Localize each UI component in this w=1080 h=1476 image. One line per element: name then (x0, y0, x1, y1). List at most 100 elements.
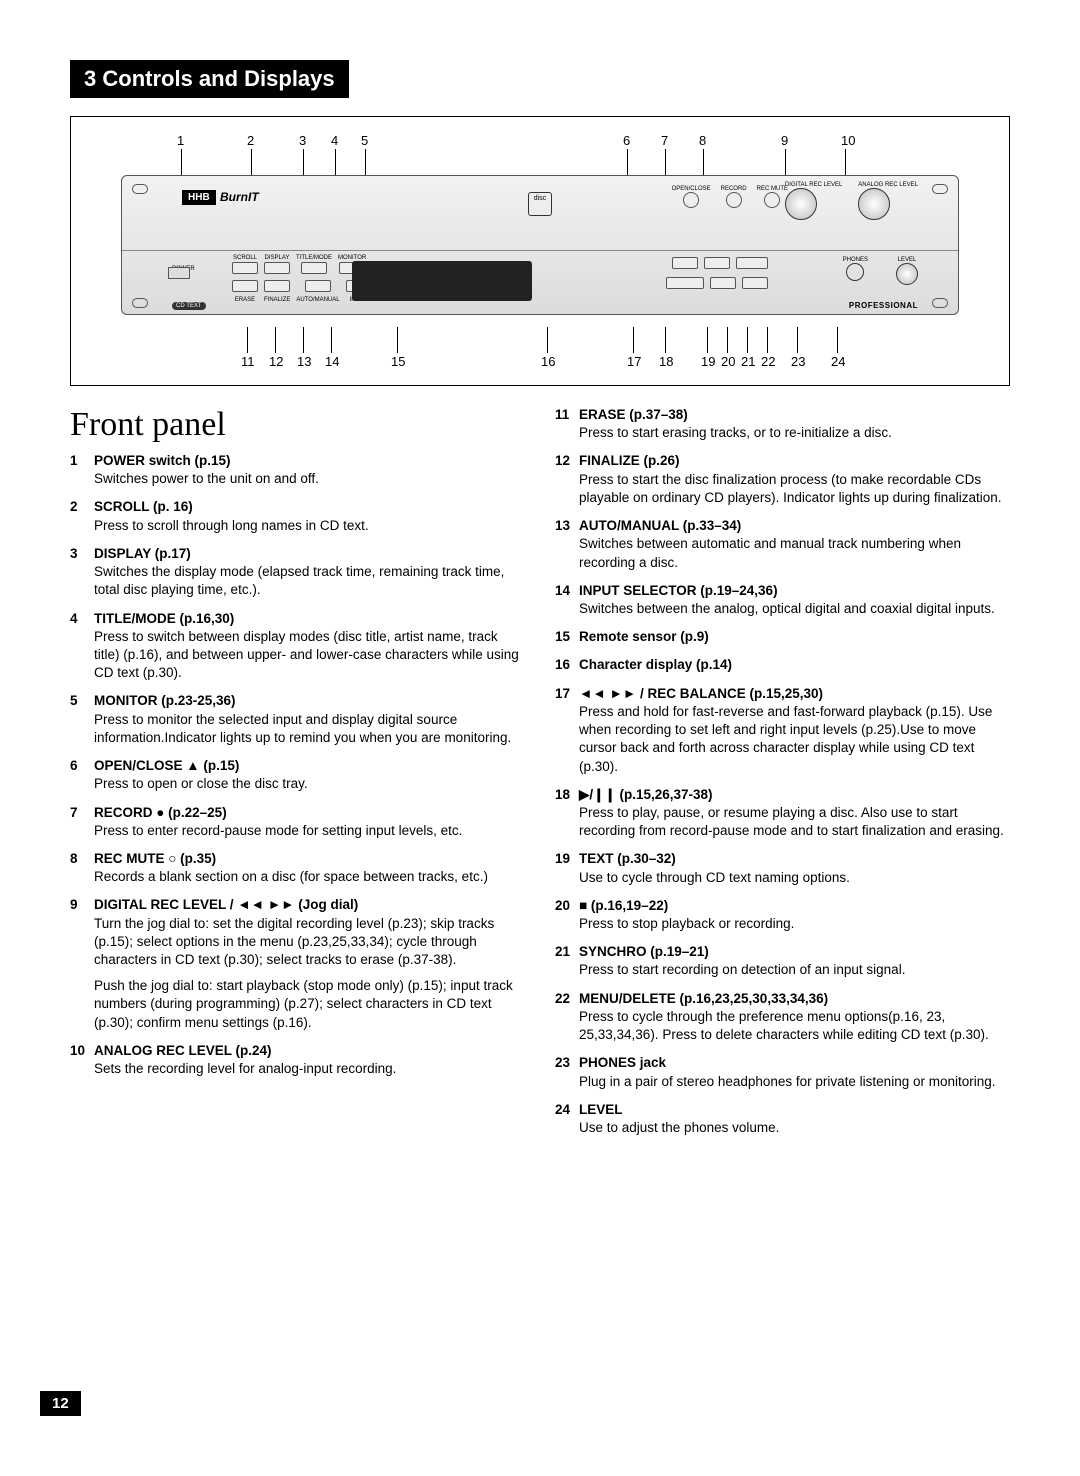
item-desc: Sets the recording level for analog-inpu… (94, 1060, 525, 1078)
item-3: 3DISPLAY (p.17)Switches the display mode… (70, 545, 525, 600)
item-number: 22 (555, 990, 579, 1045)
synchro-button[interactable] (742, 277, 768, 289)
digital-rec-label: DIGITAL REC LEVEL (785, 182, 842, 188)
professional-label: PROFESSIONAL (849, 301, 918, 310)
item-number: 11 (555, 406, 579, 442)
item-desc: Switches between automatic and manual tr… (579, 535, 1010, 571)
callout-9: 9 (781, 133, 788, 148)
item-title: PHONES jack (579, 1055, 666, 1070)
titlemode-button[interactable] (301, 262, 327, 274)
item-title: LEVEL (579, 1102, 623, 1117)
screw-br (932, 298, 948, 308)
item-number: 5 (70, 692, 94, 747)
left-column: Front panel 1POWER switch (p.15)Switches… (70, 406, 525, 1147)
scroll-label: SCROLL (232, 255, 258, 261)
analog-rec-knob[interactable] (858, 188, 890, 220)
item-title: SYNCHRO (p.19–21) (579, 944, 709, 959)
character-display (352, 261, 532, 301)
item-title: MONITOR (p.23-25,36) (94, 693, 236, 708)
erase-label: ERASE (232, 297, 258, 303)
item-desc: Press to start recording on detection of… (579, 961, 1010, 979)
item-number: 23 (555, 1054, 579, 1090)
item-desc: Plug in a pair of stereo headphones for … (579, 1073, 1010, 1091)
item-20: 20■ (p.16,19–22)Press to stop playback o… (555, 897, 1010, 933)
item-number: 10 (70, 1042, 94, 1078)
item-title: REC MUTE ○ (p.35) (94, 851, 216, 866)
finalize-label: FINALIZE (264, 297, 290, 303)
item-desc: Use to adjust the phones volume. (579, 1119, 1010, 1137)
item-title: POWER switch (p.15) (94, 453, 231, 468)
text-button[interactable] (736, 257, 768, 269)
power-switch[interactable] (168, 267, 190, 279)
item-number: 9 (70, 896, 94, 1032)
item-desc: Press to start erasing tracks, or to re-… (579, 424, 1010, 442)
brand-logo: HHB (182, 190, 216, 205)
item-desc: Turn the jog dial to: set the digital re… (94, 915, 525, 970)
item-title: MENU/DELETE (p.16,23,25,30,33,34,36) (579, 991, 828, 1006)
record-button[interactable] (726, 192, 742, 208)
item-number: 6 (70, 757, 94, 793)
page-number-badge: 12 (40, 1391, 81, 1416)
screw-bl (132, 298, 148, 308)
item-title: Character display (p.14) (579, 657, 732, 672)
playpause-button[interactable] (666, 277, 704, 289)
item-desc: Press to switch between display modes (d… (94, 628, 525, 683)
stop-button[interactable] (710, 277, 736, 289)
item-18: 18▶/❙❙ (p.15,26,37-38)Press to play, pau… (555, 786, 1010, 841)
level-knob[interactable] (896, 263, 918, 285)
item-title: RECORD ● (p.22–25) (94, 805, 227, 820)
callout-14: 14 (325, 354, 339, 369)
item-number: 14 (555, 582, 579, 618)
display-button[interactable] (264, 262, 290, 274)
controls-list: Front panel 1POWER switch (p.15)Switches… (70, 406, 1010, 1147)
item-title: ANALOG REC LEVEL (p.24) (94, 1043, 272, 1058)
screw-tl (132, 184, 148, 194)
item-19: 19TEXT (p.30–32)Use to cycle through CD … (555, 850, 1010, 886)
item-6: 6OPEN/CLOSE ▲ (p.15)Press to open or clo… (70, 757, 525, 793)
display-label: DISPLAY (264, 255, 290, 261)
recmute-button[interactable] (764, 192, 780, 208)
phones-jack[interactable] (846, 263, 864, 281)
openclose-button[interactable] (683, 192, 699, 208)
item-desc: Use to cycle through CD text naming opti… (579, 869, 1010, 887)
item-desc: Press to monitor the selected input and … (94, 711, 525, 747)
item-number: 17 (555, 685, 579, 776)
item-number: 15 (555, 628, 579, 646)
item-number: 12 (555, 452, 579, 507)
item-22: 22MENU/DELETE (p.16,23,25,30,33,34,36) Pr… (555, 990, 1010, 1045)
automanual-label: AUTO/MANUAL (296, 297, 339, 303)
device-outline: HHB BurnIT disc OPEN/CLOSE RECORD REC MU… (121, 175, 959, 315)
item-desc: Press to cycle through the preference me… (579, 1008, 1010, 1044)
analog-rec-label: ANALOG REC LEVEL (858, 182, 918, 188)
ff-button[interactable] (704, 257, 730, 269)
disc-logo-icon: disc (528, 192, 552, 216)
cdtext-badge: CD TEXT (172, 302, 206, 310)
erase-button[interactable] (232, 280, 258, 292)
item-9: 9DIGITAL REC LEVEL / ◄◄ ►► (Jog dial)Tur… (70, 896, 525, 1032)
digital-rec-knob[interactable] (785, 188, 817, 220)
callout-13: 13 (297, 354, 311, 369)
item-desc: Records a blank section on a disc (for s… (94, 868, 525, 886)
callout-5: 5 (361, 133, 368, 148)
item-desc: Press and hold for fast-reverse and fast… (579, 703, 1010, 776)
rew-button[interactable] (672, 257, 698, 269)
titlemode-label: TITLE/MODE (296, 255, 332, 261)
item-title: Remote sensor (p.9) (579, 629, 709, 644)
item-23: 23PHONES jack Plug in a pair of stereo he… (555, 1054, 1010, 1090)
item-title: TITLE/MODE (p.16,30) (94, 611, 234, 626)
callout-10: 10 (841, 133, 855, 148)
callout-6: 6 (623, 133, 630, 148)
item-number: 7 (70, 804, 94, 840)
item-desc: Press to play, pause, or resume playing … (579, 804, 1010, 840)
right-column: 11ERASE (p.37–38)Press to start erasing … (555, 406, 1010, 1147)
finalize-button[interactable] (264, 280, 290, 292)
callout-12: 12 (269, 354, 283, 369)
automanual-button[interactable] (305, 280, 331, 292)
item-13: 13AUTO/MANUAL (p.33–34)Switches between … (555, 517, 1010, 572)
callout-8: 8 (699, 133, 706, 148)
front-panel-diagram: 12345678910 1112131415161718192021222324… (70, 116, 1010, 386)
item-14: 14INPUT SELECTOR (p.19–24,36)Switches be… (555, 582, 1010, 618)
monitor-label: MONITOR (338, 255, 366, 261)
item-title: SCROLL (p. 16) (94, 499, 193, 514)
scroll-button[interactable] (232, 262, 258, 274)
